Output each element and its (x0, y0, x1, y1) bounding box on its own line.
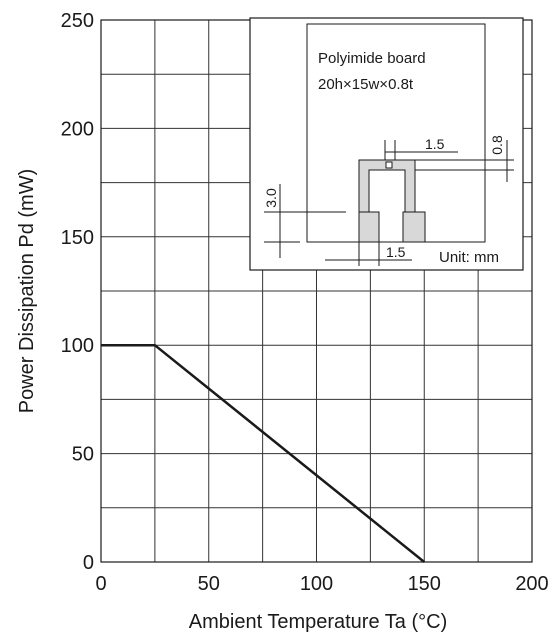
board-inset: Polyimide board 20h×15w×0.8t 1.5 0.8 3.0… (249, 17, 524, 271)
chip-mark (385, 161, 393, 169)
unit-label: Unit: mm (439, 249, 499, 266)
x-tick-label: 0 (95, 573, 106, 595)
x-tick-label: 100 (300, 573, 333, 595)
board-size-label: 20h×15w×0.8t (318, 76, 414, 93)
y-tick-label: 150 (61, 227, 94, 249)
x-axis-title: Ambient Temperature Ta (°C) (189, 611, 447, 633)
right-pad (402, 211, 426, 243)
x-tick-label: 150 (408, 573, 441, 595)
y-tick-label: 50 (72, 444, 94, 466)
dim-label-left: 3.0 (263, 188, 279, 208)
dim-label-right: 0.8 (489, 135, 505, 155)
y-tick-label: 200 (61, 118, 94, 140)
x-tick-label: 50 (198, 573, 220, 595)
y-tick-label: 0 (83, 552, 94, 574)
polyimide-board (306, 23, 486, 243)
y-axis-title: Power Dissipation Pd (mW) (16, 169, 38, 414)
board-name-label: Polyimide board (318, 50, 426, 67)
derating-curve (101, 343, 426, 563)
y-tick-label: 100 (61, 335, 94, 357)
y-tick-label: 250 (61, 10, 94, 32)
x-tick-label: 200 (515, 573, 548, 595)
left-pad (358, 211, 380, 243)
tick-labels: 0 50 100 150 200 0 50 100 150 200 250 (61, 10, 549, 595)
series-group (101, 343, 426, 563)
dim-label-top-width: 1.5 (425, 136, 445, 152)
dim-label-bottom: 1.5 (386, 244, 406, 260)
